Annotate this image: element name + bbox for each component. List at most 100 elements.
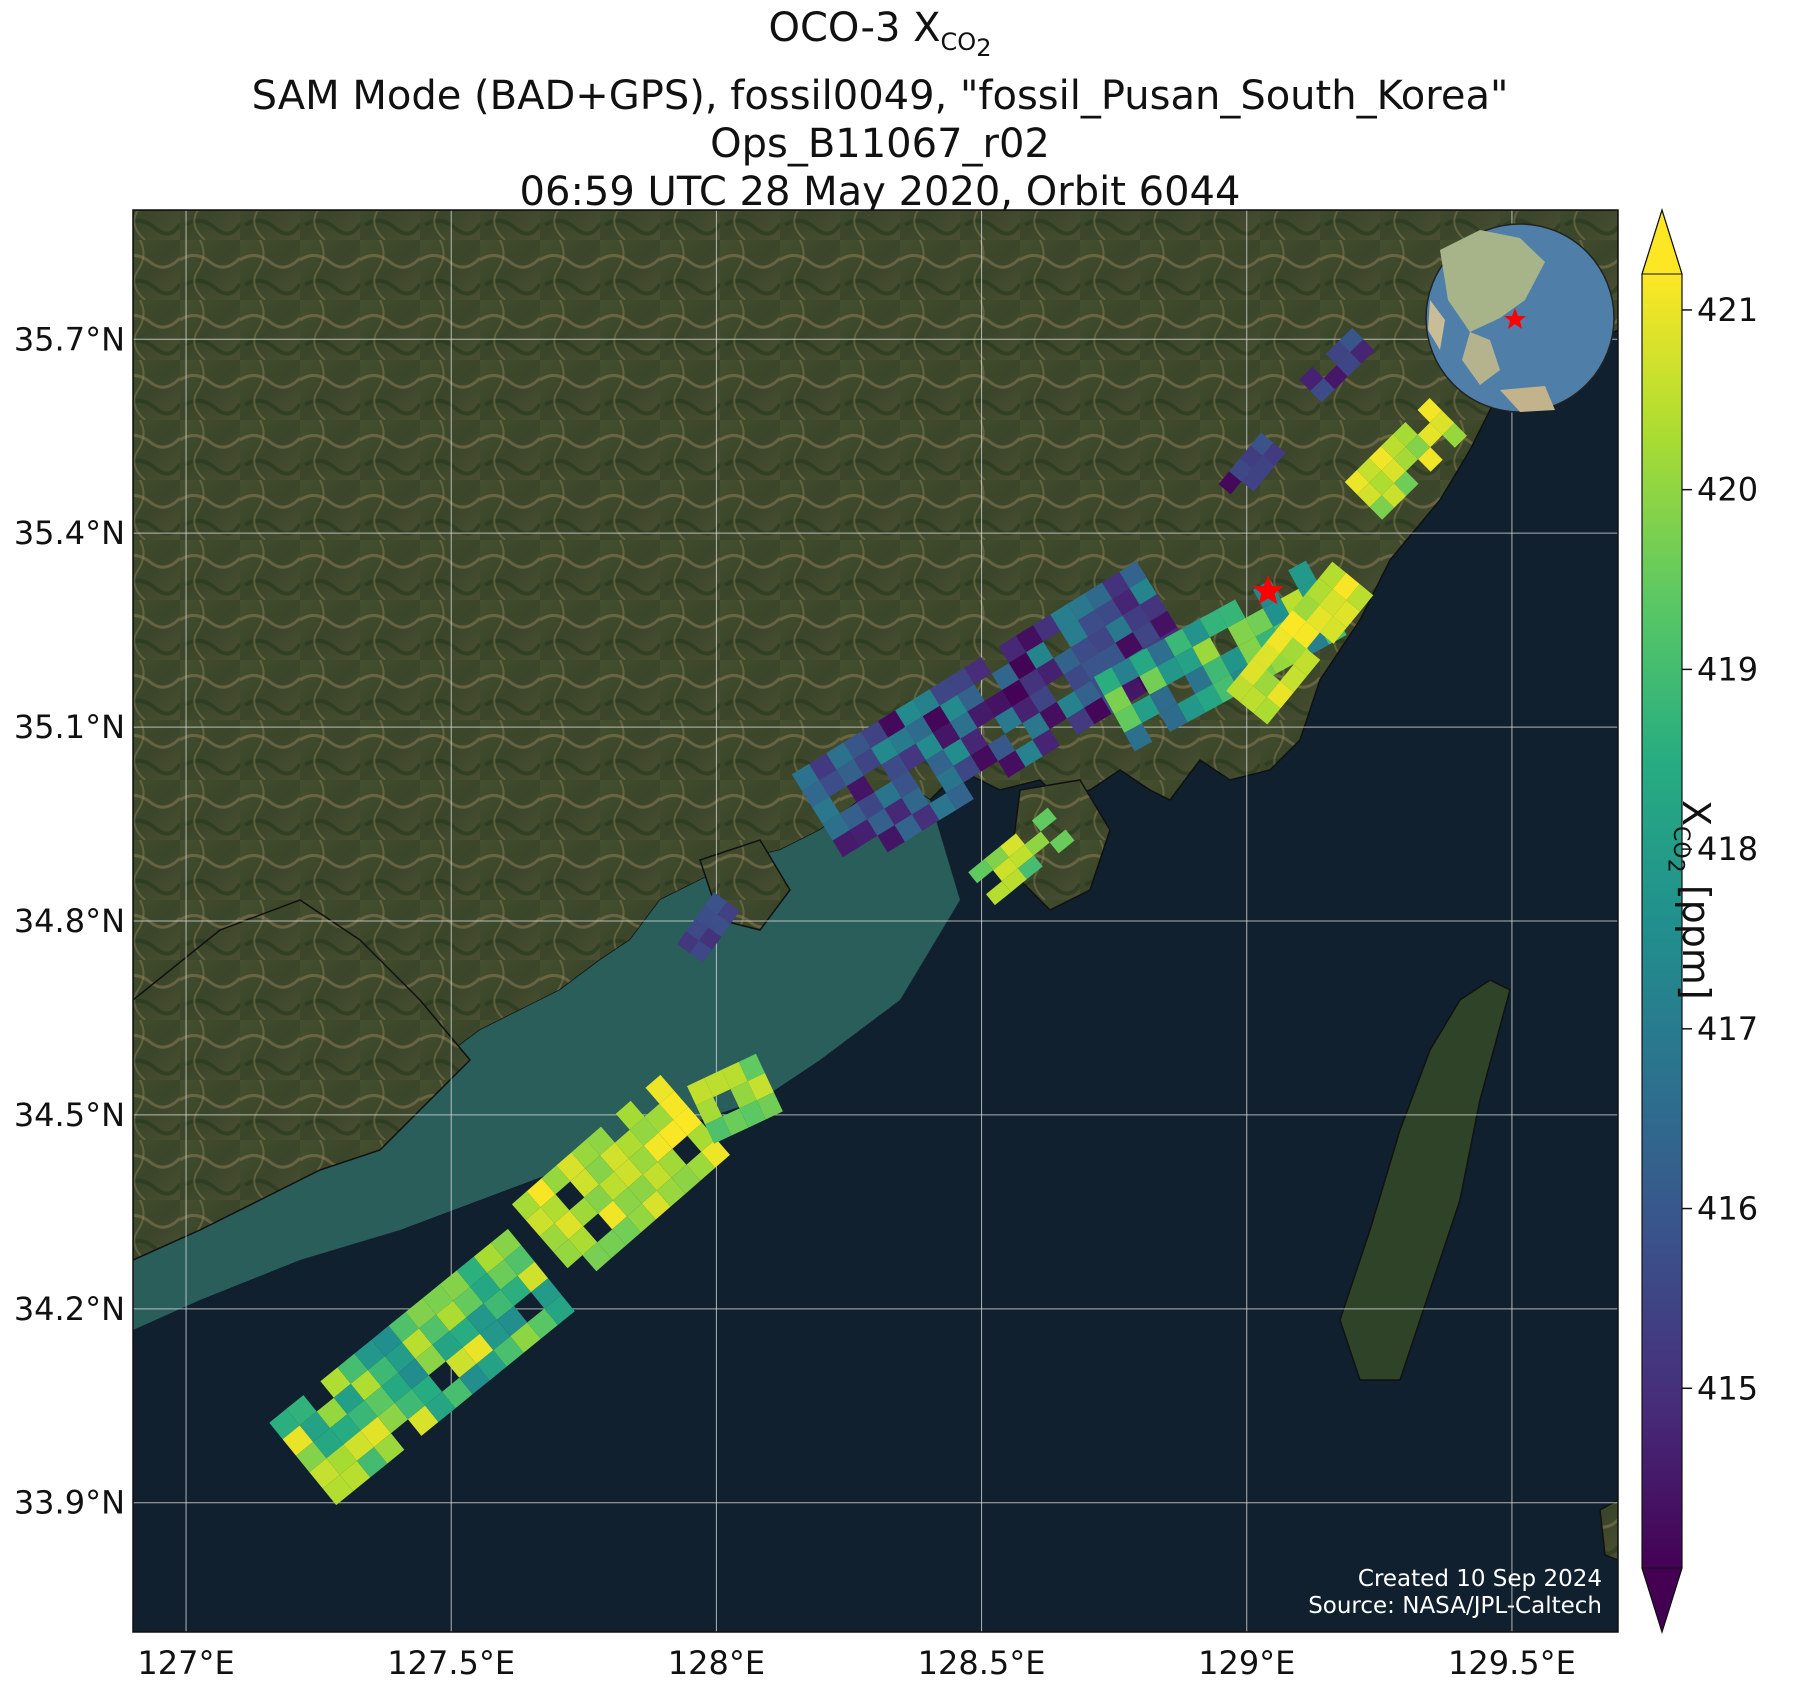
sounding-pixel	[687, 1078, 714, 1106]
lat-tick-label: 34.2°N	[14, 1290, 125, 1328]
sounding-pixel	[998, 750, 1026, 778]
colorbar-tick-label: 421	[1697, 291, 1758, 329]
sounding-pixel	[1369, 470, 1394, 496]
sounding-pixel	[643, 1132, 673, 1162]
sounding-pixel	[504, 1245, 535, 1276]
sounding-pixel	[704, 1069, 731, 1098]
sounding-pixel	[967, 700, 995, 729]
sounding-pixel	[367, 1356, 399, 1387]
sounding-pixel	[1305, 577, 1333, 606]
sounding-pixel	[598, 1200, 627, 1230]
sounding-pixel	[689, 940, 713, 963]
sounding-pixel	[677, 931, 700, 954]
sounding-pixel	[1357, 482, 1382, 508]
sounding-pixel	[1084, 582, 1113, 610]
sounding-pixel	[436, 1300, 467, 1332]
sounding-pixel	[1114, 704, 1142, 733]
sounding-pixel	[695, 905, 718, 928]
sounding-pixel	[1067, 593, 1095, 621]
sounding-pixel	[496, 1306, 528, 1337]
sounding-pixel	[1442, 423, 1467, 448]
sounding-pixel	[929, 793, 957, 821]
title-line-1: OCO-3 XCO2	[768, 5, 992, 62]
sounding-pixel	[1049, 829, 1075, 854]
sounding-pixel	[1115, 632, 1143, 660]
sounding-pixel	[526, 1178, 556, 1208]
sounding-pixel	[1417, 422, 1443, 448]
sounding-pixel	[614, 1158, 643, 1188]
sounding-pixel	[1323, 365, 1348, 390]
sounding-pixel	[1279, 610, 1307, 638]
sounding-pixel	[998, 635, 1027, 663]
sounding-pixel	[686, 918, 709, 941]
globe-target-star-icon	[1504, 308, 1526, 329]
swath-busan-yellow	[1226, 561, 1374, 725]
sounding-pixel	[490, 1228, 522, 1260]
sounding-pixel	[1031, 807, 1057, 832]
sounding-pixel	[1239, 685, 1267, 714]
sounding-pixel	[511, 1191, 541, 1221]
sounding-pixel	[1393, 422, 1418, 447]
sounding-pixel	[439, 1270, 471, 1301]
sounding-pixel	[738, 1053, 765, 1082]
sounding-pixel	[843, 731, 871, 759]
sounding-pixel	[629, 1116, 659, 1146]
sounding-pixel	[405, 1298, 437, 1329]
sounding-pixel	[950, 711, 978, 739]
sounding-pixel	[1339, 327, 1364, 353]
sounding-pixel	[286, 1395, 317, 1426]
sounding-pixel	[525, 1207, 555, 1237]
sounding-pixel	[316, 1397, 348, 1428]
sounding-pixel	[1293, 648, 1321, 676]
sounding-pixel	[1070, 636, 1099, 665]
sounding-pixel	[915, 732, 944, 761]
sounding-pixel	[600, 1142, 629, 1172]
sounding-pixel	[415, 1344, 446, 1376]
swath-southern-swath-tail	[687, 1053, 783, 1144]
sounding-pixel	[493, 1336, 524, 1367]
sounding-pixel	[462, 1333, 494, 1364]
sounding-pixel	[1063, 664, 1092, 692]
map-frame	[132, 209, 1619, 1633]
colorbar-gradient	[1642, 274, 1682, 1568]
sounding-pixel	[849, 819, 878, 847]
sounding-pixel	[571, 1139, 600, 1169]
target-site-star-icon	[1252, 575, 1284, 605]
sounding-pixel	[699, 927, 722, 950]
sounding-pixel	[1381, 458, 1406, 484]
sounding-pixel	[1150, 610, 1178, 638]
sounding-pixel	[891, 770, 919, 798]
sounding-pixel	[1124, 723, 1153, 752]
sounding-pixel	[1266, 626, 1293, 654]
sounding-pixel	[613, 1187, 642, 1217]
sounding-pixel	[466, 1303, 497, 1334]
sounding-pixel	[568, 1226, 598, 1256]
colorbar-extend-min	[1641, 1567, 1683, 1634]
sounding-pixel	[1074, 680, 1102, 708]
island-tsushima	[1339, 979, 1511, 1381]
sounding-pixel	[822, 813, 850, 841]
sounding-pixel	[659, 1090, 689, 1120]
swath-island-cluster	[968, 807, 1075, 906]
sounding-pixel	[1129, 577, 1157, 605]
sounding-pixel	[994, 706, 1023, 734]
swath-north-mid-purple	[1218, 432, 1286, 495]
colorbar-tick-label: 416	[1697, 1190, 1758, 1228]
sounding-pixel	[1033, 614, 1061, 642]
sounding-pixel	[373, 1433, 405, 1464]
sounding-pixel	[1029, 685, 1057, 713]
sounding-pixel	[1393, 471, 1419, 496]
sounding-pixel	[425, 1391, 456, 1422]
chart-title: OCO-3 XCO2 SAM Mode (BAD+GPS), fossil004…	[0, 4, 1760, 216]
sounding-pixel	[1129, 647, 1157, 677]
sounding-pixel	[582, 1242, 612, 1272]
sounding-pixel	[641, 1190, 671, 1220]
sounding-pixel	[836, 759, 864, 787]
sounding-pixel	[1220, 646, 1249, 675]
sounding-pixel	[1319, 589, 1347, 617]
sounding-pixel	[628, 1145, 658, 1175]
map-area: Created 10 Sep 2024 Source: NASA/JPL-Cal…	[133, 210, 1618, 1632]
sounding-pixel	[1088, 626, 1116, 654]
sounding-pixel	[1060, 620, 1088, 648]
sounding-pixel	[1098, 642, 1126, 670]
